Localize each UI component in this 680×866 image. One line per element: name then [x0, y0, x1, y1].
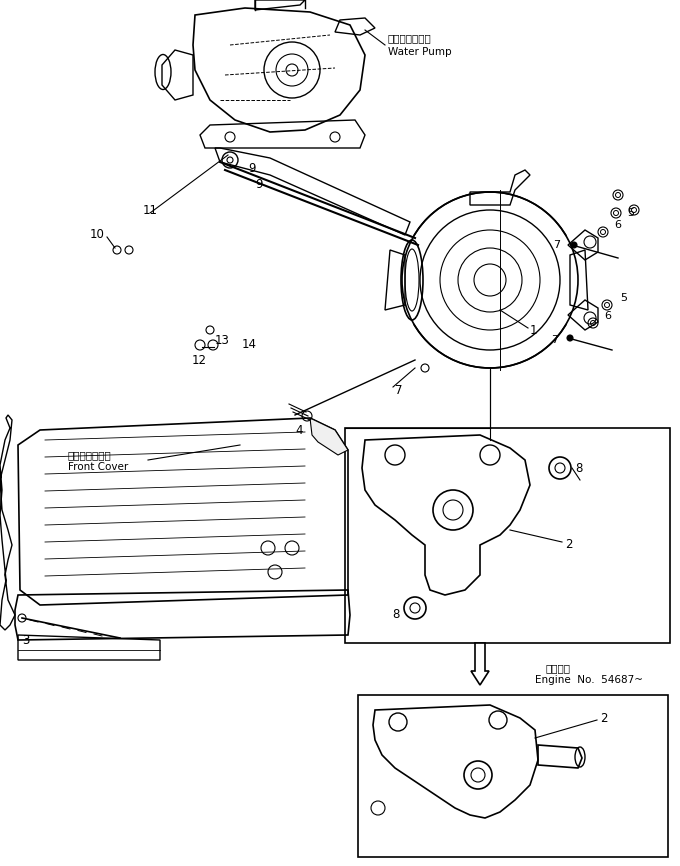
Text: 5: 5 — [627, 208, 634, 218]
Text: 8: 8 — [575, 462, 582, 475]
Text: 6: 6 — [604, 311, 611, 321]
Text: 12: 12 — [192, 353, 207, 366]
Text: 1: 1 — [530, 324, 537, 337]
Text: 3: 3 — [22, 634, 29, 647]
Polygon shape — [310, 418, 348, 455]
Text: 9: 9 — [248, 161, 256, 175]
Text: 13: 13 — [215, 333, 230, 346]
Text: 4: 4 — [295, 423, 303, 436]
Text: 10: 10 — [90, 229, 105, 242]
Text: 7: 7 — [551, 335, 558, 345]
Text: 8: 8 — [392, 609, 400, 622]
Text: 11: 11 — [143, 204, 158, 216]
Text: 9: 9 — [255, 178, 262, 191]
Text: 7: 7 — [395, 384, 403, 397]
Bar — [345, 428, 670, 643]
Circle shape — [571, 242, 577, 248]
Bar — [358, 695, 668, 857]
FancyArrow shape — [471, 643, 489, 685]
Text: 2: 2 — [600, 712, 607, 725]
Text: Engine  No.  54687~: Engine No. 54687~ — [535, 675, 643, 685]
Text: Front Cover: Front Cover — [68, 462, 129, 472]
Text: 6: 6 — [614, 220, 621, 230]
Text: Water Pump: Water Pump — [388, 47, 452, 57]
Text: フロントカバー: フロントカバー — [68, 450, 112, 460]
Text: 5: 5 — [620, 293, 627, 303]
Text: 2: 2 — [565, 539, 573, 552]
Text: ウォータポンプ: ウォータポンプ — [388, 33, 432, 43]
Text: 7: 7 — [553, 240, 560, 250]
Text: 14: 14 — [242, 339, 257, 352]
Circle shape — [567, 335, 573, 341]
Text: 適用号機: 適用号機 — [545, 663, 570, 673]
